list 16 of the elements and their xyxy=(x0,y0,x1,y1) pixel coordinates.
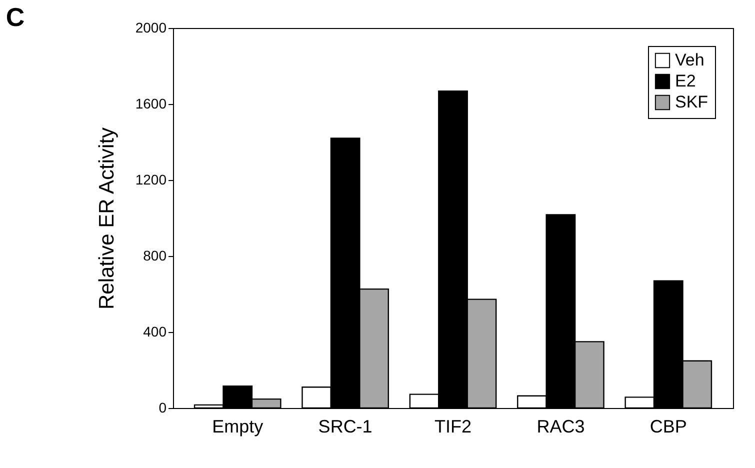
legend-label: SKF xyxy=(675,92,708,112)
x-tick-label: SRC-1 xyxy=(318,416,372,436)
y-axis-title: Relative ER Activity xyxy=(95,126,118,310)
chart-title: C xyxy=(6,2,25,32)
y-tick-label: 0 xyxy=(158,400,167,416)
x-tick-label: CBP xyxy=(650,416,687,436)
legend-label: Veh xyxy=(675,50,704,70)
x-tick-label: TIF2 xyxy=(434,416,472,436)
x-tick-label: RAC3 xyxy=(536,416,585,436)
y-tick-label: 800 xyxy=(143,248,167,264)
y-tick-label: 1200 xyxy=(135,172,167,188)
y-tick-label: 2000 xyxy=(135,20,167,36)
y-tick-label: 1600 xyxy=(135,96,167,112)
legend-label: E2 xyxy=(675,72,696,90)
y-tick-label: 400 xyxy=(143,324,167,340)
x-tick-label: Empty xyxy=(212,416,264,436)
